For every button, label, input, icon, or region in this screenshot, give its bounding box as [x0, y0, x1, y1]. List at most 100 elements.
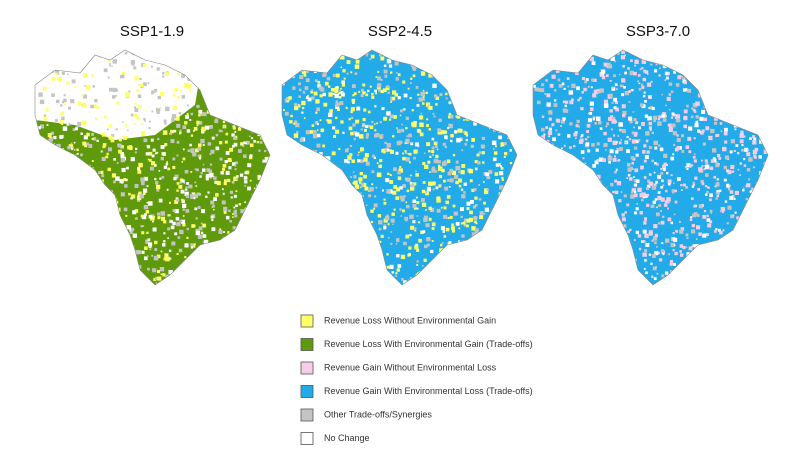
map-pixel — [222, 120, 226, 124]
map-pixel — [236, 90, 240, 94]
map-pixel — [534, 87, 538, 92]
map-pixel — [764, 237, 768, 241]
map-pixel — [597, 242, 601, 246]
map-pixel — [198, 157, 202, 160]
map-pixel — [545, 126, 548, 129]
map-pixel — [672, 232, 675, 235]
map-pixel — [705, 126, 710, 131]
map-pixel — [154, 122, 157, 125]
map-pixel — [55, 275, 60, 281]
map-pixel — [553, 179, 556, 183]
map-pixel — [466, 207, 470, 211]
map-pixel — [407, 87, 410, 90]
map-pixel — [148, 244, 152, 248]
map-pixel — [332, 73, 336, 78]
map-pixel — [745, 266, 749, 269]
map-pixel — [317, 216, 322, 221]
map-pixel — [328, 85, 331, 88]
map-pixel — [112, 87, 117, 93]
map-pixel — [297, 54, 302, 58]
map-pixel — [500, 97, 503, 100]
map-pixel — [415, 62, 418, 65]
map-pixel — [238, 84, 243, 88]
map-pixel — [113, 180, 116, 184]
map-pixel — [317, 80, 321, 84]
map-pixel — [223, 182, 227, 186]
map-pixel — [586, 123, 591, 128]
map-pixel — [184, 191, 189, 196]
map-pixel — [340, 120, 344, 124]
map-pixel — [561, 247, 565, 252]
map-pixel — [362, 239, 365, 242]
map-pixel — [630, 156, 634, 160]
map-pixel — [90, 180, 95, 184]
map-pixel — [210, 104, 214, 107]
map-pixel — [549, 239, 554, 243]
map-pixel — [618, 287, 622, 291]
map-pixel — [653, 241, 657, 245]
map-pixel — [296, 190, 298, 192]
map-pixel — [53, 286, 56, 289]
map-pixel — [68, 264, 72, 268]
map-pixel — [474, 228, 479, 233]
map-pixel — [209, 250, 212, 254]
map-pixel — [154, 276, 159, 281]
map-pixel — [684, 286, 688, 290]
map-pixel — [545, 79, 548, 82]
map-pixel — [744, 232, 749, 237]
map-pixel — [66, 81, 70, 85]
map-pixel — [403, 93, 408, 98]
map-pixel — [204, 244, 208, 249]
map-pixel — [567, 134, 571, 138]
map-pixel — [454, 130, 458, 134]
map-pixel — [167, 227, 171, 231]
map-pixel — [694, 110, 697, 113]
map-pixel — [582, 47, 585, 50]
map-pixel — [422, 89, 425, 92]
map-pixel — [416, 104, 420, 107]
map-pixel — [540, 88, 545, 93]
map-pixel — [184, 45, 187, 48]
map-pixel — [746, 168, 751, 172]
map-pixel — [316, 236, 320, 239]
map-pixel — [617, 135, 620, 137]
map-pixel — [439, 175, 442, 179]
map-pixel — [480, 79, 484, 84]
map-pixel — [713, 157, 716, 160]
map-pixel — [58, 174, 63, 180]
map-pixel — [596, 159, 599, 162]
map-pixel — [646, 187, 649, 191]
map-pixel — [35, 249, 39, 252]
map-pixel — [651, 239, 654, 242]
map-pixel — [353, 270, 358, 275]
map-pixel — [472, 91, 476, 95]
map-pixel — [151, 74, 154, 77]
map-pixel — [338, 203, 343, 208]
map-pixel — [715, 134, 719, 138]
map-pixel — [176, 253, 179, 256]
map-pixel — [144, 119, 147, 122]
map-pixel — [170, 220, 174, 224]
map-pixel — [333, 268, 336, 272]
map-pixel — [580, 183, 584, 188]
map-pixel — [315, 99, 320, 104]
map-pixel — [513, 237, 517, 240]
map-pixel — [145, 239, 149, 243]
map-pixel — [108, 135, 113, 140]
map-pixel — [168, 269, 173, 275]
map-pixel — [428, 283, 432, 285]
map-pixel — [383, 226, 387, 230]
map-pixel — [715, 197, 718, 200]
map-pixel — [753, 166, 755, 169]
map-pixel — [59, 150, 62, 153]
map-pixel — [75, 52, 81, 57]
map-pixel — [295, 54, 298, 57]
map-pixel — [160, 144, 165, 149]
map-pixel — [592, 93, 597, 98]
map-pixel — [302, 201, 306, 206]
map-pixel — [110, 276, 115, 282]
map-pixel — [170, 277, 175, 282]
map-pixel — [236, 103, 239, 106]
map-pixel — [536, 87, 541, 92]
map-pixel — [230, 78, 233, 81]
